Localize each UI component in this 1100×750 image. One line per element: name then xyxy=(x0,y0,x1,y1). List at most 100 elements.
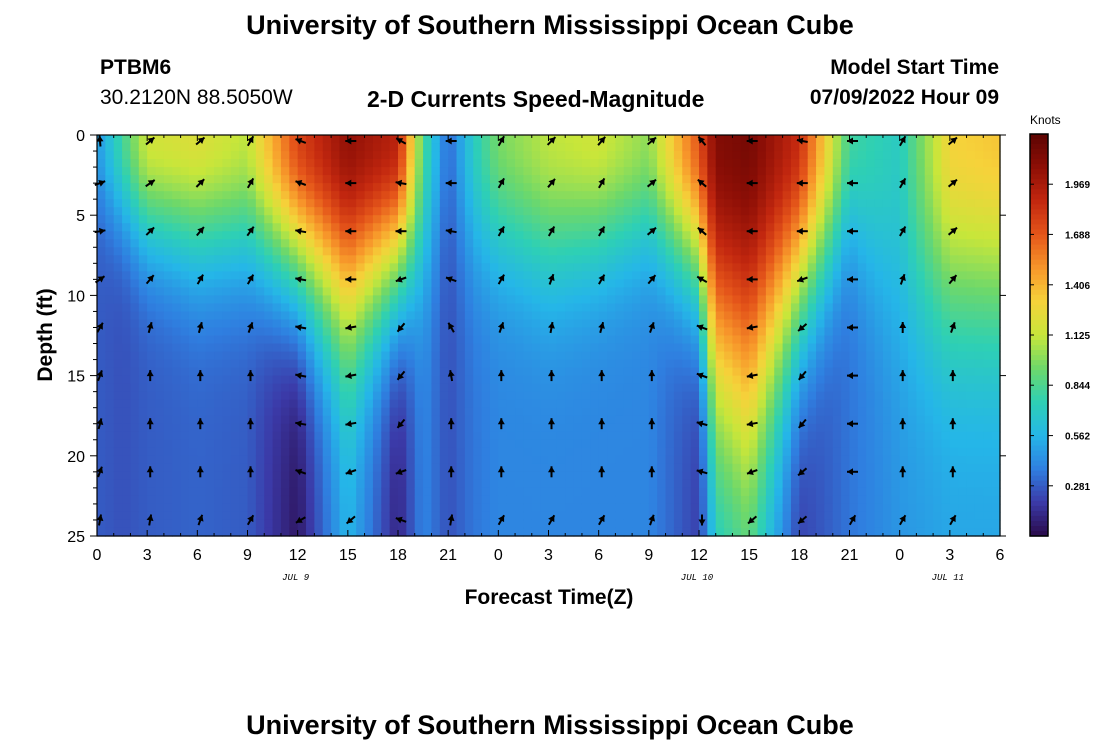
heatmap-cell xyxy=(565,519,575,529)
heatmap-cell xyxy=(841,311,851,321)
heatmap-cell xyxy=(924,311,934,321)
heatmap-cell xyxy=(423,335,433,345)
heatmap-cell xyxy=(314,287,324,296)
heatmap-cell xyxy=(849,167,859,176)
heatmap-cell xyxy=(757,479,767,489)
heatmap-cell xyxy=(180,287,190,296)
heatmap-cell xyxy=(448,271,458,280)
heatmap-cell xyxy=(423,359,433,369)
heatmap-cell xyxy=(849,439,859,449)
heatmap-cell xyxy=(699,479,708,489)
heatmap-cell xyxy=(448,495,458,505)
heatmap-cell xyxy=(214,271,224,280)
heatmap-cell xyxy=(732,263,742,272)
heatmap-cell xyxy=(473,175,483,184)
heatmap-cell xyxy=(774,519,784,529)
heatmap-cell xyxy=(908,135,917,144)
heatmap-cell xyxy=(565,207,575,216)
heatmap-cell xyxy=(891,407,901,417)
heatmap-cell xyxy=(874,271,884,280)
heatmap-cell xyxy=(180,167,190,176)
heatmap-cell xyxy=(556,159,566,168)
heatmap-cell xyxy=(607,295,616,305)
heatmap-cell xyxy=(339,479,349,489)
heatmap-cell xyxy=(147,207,157,216)
heatmap-cell xyxy=(155,199,165,208)
heatmap-cell xyxy=(280,399,290,409)
heatmap-cell xyxy=(657,151,667,160)
heatmap-cell xyxy=(732,167,742,176)
heatmap-cell xyxy=(339,191,349,200)
heatmap-cell xyxy=(841,215,851,224)
heatmap-cell xyxy=(414,167,424,176)
heatmap-cell xyxy=(749,447,759,457)
heatmap-cell xyxy=(632,183,642,192)
heatmap-cell xyxy=(740,151,750,160)
heatmap-cell xyxy=(456,407,466,417)
heatmap-cell xyxy=(573,487,583,497)
heatmap-cell xyxy=(264,471,274,481)
heatmap-cell xyxy=(280,271,290,280)
heatmap-cell xyxy=(623,159,633,168)
heatmap-cell xyxy=(816,375,826,385)
heatmap-cell xyxy=(707,495,717,505)
heatmap-cell xyxy=(924,271,934,280)
heatmap-cell xyxy=(673,503,683,513)
heatmap-cell xyxy=(481,359,491,369)
heatmap-cell xyxy=(356,215,366,224)
heatmap-cell xyxy=(657,407,667,417)
heatmap-cell xyxy=(180,295,190,305)
heatmap-cell xyxy=(389,391,399,401)
heatmap-cell xyxy=(732,447,742,457)
heatmap-cell xyxy=(515,431,525,441)
heatmap-cell xyxy=(657,199,667,208)
heatmap-cell xyxy=(707,511,717,521)
heatmap-cell xyxy=(147,239,157,248)
heatmap-cell xyxy=(113,175,123,184)
heatmap-cell xyxy=(515,415,525,425)
heatmap-cell xyxy=(548,175,558,184)
heatmap-cell xyxy=(239,503,249,513)
heatmap-cell xyxy=(648,503,658,513)
heatmap-cell xyxy=(297,391,307,401)
heatmap-cell xyxy=(247,407,257,417)
heatmap-cell xyxy=(122,319,132,329)
heatmap-cell xyxy=(673,247,683,256)
heatmap-cell xyxy=(699,271,708,280)
heatmap-cell xyxy=(874,351,884,361)
heatmap-cell xyxy=(632,471,642,481)
heatmap-cell xyxy=(105,367,115,377)
heatmap-cell xyxy=(908,351,917,361)
heatmap-cell xyxy=(548,263,558,272)
heatmap-cell xyxy=(916,367,926,377)
heatmap-cell xyxy=(489,191,499,200)
heatmap-cell xyxy=(531,439,541,449)
heatmap-cell xyxy=(381,399,391,409)
heatmap-cell xyxy=(924,359,934,369)
heatmap-cell xyxy=(172,471,182,481)
heatmap-cell xyxy=(841,375,851,385)
heatmap-cell xyxy=(439,191,449,200)
heatmap-cell xyxy=(807,343,817,353)
heatmap-cell xyxy=(531,271,541,280)
heatmap-cell xyxy=(782,423,792,433)
heatmap-cell xyxy=(816,431,826,441)
heatmap-cell xyxy=(464,423,474,433)
heatmap-cell xyxy=(372,351,382,361)
heatmap-cell xyxy=(715,447,725,457)
heatmap-cell xyxy=(724,447,734,457)
heatmap-cell xyxy=(707,463,717,473)
heatmap-cell xyxy=(222,471,232,481)
heatmap-cell xyxy=(765,175,775,184)
heatmap-cell xyxy=(138,167,148,176)
heatmap-cell xyxy=(113,455,123,465)
heatmap-cell xyxy=(891,511,901,521)
heatmap-cell xyxy=(163,471,173,481)
heatmap-cell xyxy=(247,399,257,409)
heatmap-cell xyxy=(406,303,416,313)
heatmap-cell xyxy=(757,175,767,184)
heatmap-cell xyxy=(347,167,357,176)
heatmap-cell xyxy=(214,399,224,409)
heatmap-cell xyxy=(113,295,123,305)
heatmap-cell xyxy=(757,351,767,361)
